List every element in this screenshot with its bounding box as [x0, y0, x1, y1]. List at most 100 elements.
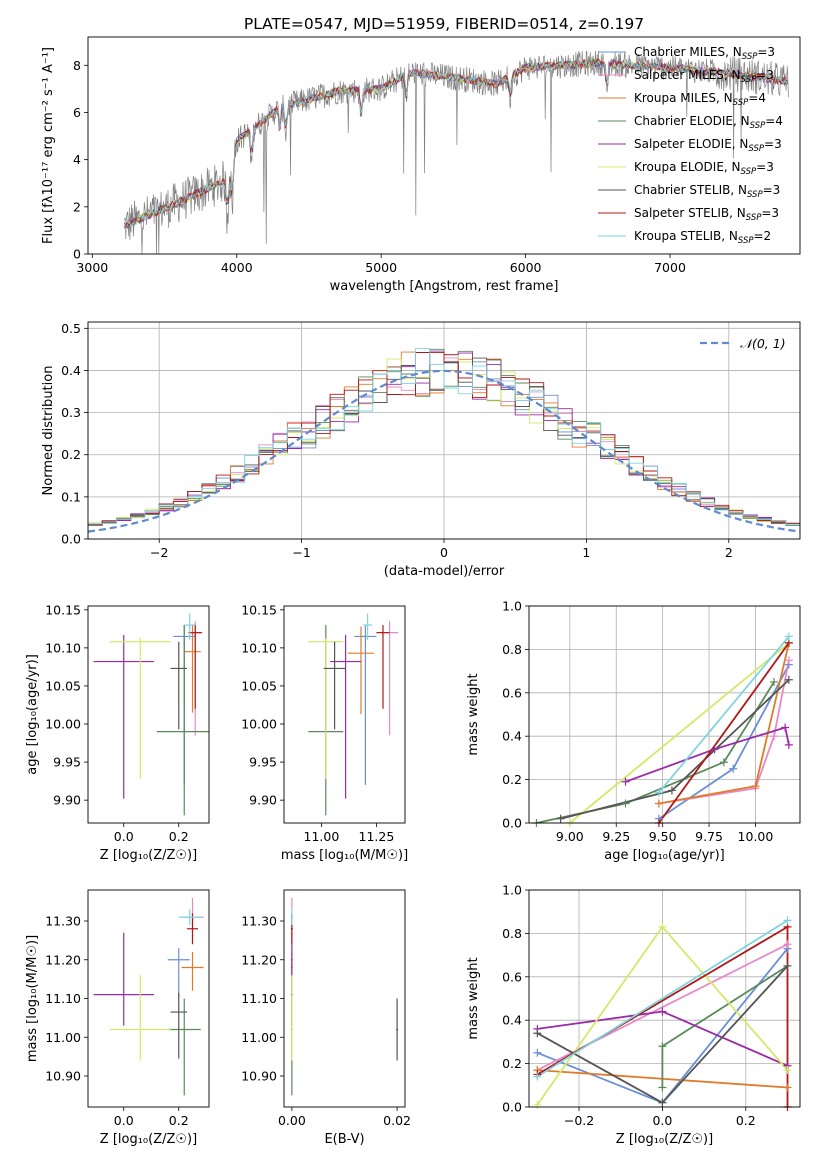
weight-marker-salpeter_elodie — [710, 745, 719, 754]
x-tick-label: 9.50 — [649, 829, 677, 844]
normal-curve — [88, 369, 800, 533]
legend-text: Chabrier MILES, N — [634, 45, 742, 59]
weight-marker-chabrier_elodie — [658, 1083, 667, 1092]
figure-title: PLATE=0547, MJD=51959, FIBERID=0514, z=0… — [244, 15, 644, 33]
y-tick-label: 0.8 — [502, 642, 522, 657]
weight-marker-kroupa_elodie — [658, 922, 667, 931]
residuals-panel: −2 −1 0 1 2 0.0 0.1 0.2 0.3 0.4 0.5 (data-model)/er… — [41, 321, 801, 579]
y-tick-label: 0.4 — [61, 363, 81, 378]
spectrum-plot-area — [123, 50, 789, 254]
legend-entry: Salpeter ELODIE, NSSP=3 — [634, 137, 782, 154]
legend-text: Kroupa ELODIE, N — [634, 160, 741, 174]
mass_vs_ebv-plot-area — [290, 897, 399, 1096]
y-tick-label: 1.0 — [502, 883, 522, 898]
weight-marker-chabrier_stelib — [667, 786, 676, 795]
x-tick-label: 9.00 — [556, 829, 584, 844]
legend-tail: =4 — [748, 91, 766, 105]
legend-entry: Chabrier STELIB, NSSP=3 — [634, 183, 780, 200]
x-tick-label: 11.00 — [304, 829, 340, 844]
axes-frame — [528, 889, 801, 1108]
x-axis-label: E(B-V) — [324, 1132, 364, 1147]
legend-subscript: SSP — [750, 121, 766, 131]
legend-subscript: SSP — [747, 190, 763, 200]
x-tick-label: 0 — [440, 545, 448, 560]
weight-marker-chabrier_stelib — [784, 675, 793, 684]
x-axis-label: Z [log₁₀(Z/Z☉)] — [616, 1132, 713, 1147]
weight-marker-chabrier_miles — [729, 764, 738, 773]
mass_vs_ebv-panel: 0.00 0.02 10.90 11.00 11.10 11.20 11.30 E(B-V) — [241, 889, 411, 1147]
spectrum-panel: 3000 4000 5000 6000 7000 0 2 4 6 8 wavelength [Ang… — [41, 36, 801, 294]
y-tick-label: 9.95 — [53, 755, 81, 770]
y-tick-label: 8 — [73, 58, 81, 73]
y-tick-label: 0.3 — [61, 405, 81, 420]
y-axis-label: age [log₁₀(age/yr)] — [25, 654, 40, 775]
weight-marker-kroupa_elodie — [783, 1066, 792, 1075]
weight-line-salpeter_miles — [658, 660, 790, 805]
y-tick-label: 11.00 — [241, 1030, 277, 1045]
y-tick-label: 0.0 — [502, 816, 522, 831]
axes-frame — [87, 605, 210, 824]
y-tick-label: 10.10 — [45, 640, 81, 655]
histogram-salpeter_stelib — [88, 351, 800, 539]
y-tick-label: 0.0 — [502, 1100, 522, 1115]
x-tick-label: 0.2 — [169, 1113, 189, 1128]
weight_vs_age-grid — [529, 605, 800, 824]
x-tick-label: 6000 — [510, 260, 542, 275]
legend-tail: =4 — [765, 114, 783, 128]
legend-subscript: SSP — [741, 167, 757, 177]
weight-marker-kroupa_miles — [783, 1083, 792, 1092]
y-tick-label: 11.20 — [45, 952, 81, 967]
legend-text: Chabrier STELIB, N — [634, 183, 747, 197]
legend-text: Salpeter ELODIE, N — [634, 137, 748, 151]
x-tick-label: 4000 — [221, 260, 253, 275]
y-tick-label: 0.8 — [502, 926, 522, 941]
model-spectrum-kroupa_stelib — [123, 59, 789, 228]
weight-marker-salpeter_elodie — [621, 777, 630, 786]
legend-tail: =3 — [761, 206, 779, 220]
x-tick-label: 0.0 — [114, 1113, 134, 1128]
legend-subscript: SSP — [746, 213, 762, 223]
axes-frame — [87, 321, 801, 540]
y-tick-label: 10.15 — [241, 602, 277, 617]
weight-marker-chabrier_miles — [533, 1048, 542, 1057]
y-tick-label: 0.0 — [61, 532, 81, 547]
weight-line-salpeter_elodie — [625, 726, 790, 783]
weight-line-kroupa_stelib — [658, 635, 790, 794]
y-axis-label: mass weight — [466, 673, 481, 755]
legend-subscript: SSP — [738, 236, 754, 246]
y-tick-label: 0.4 — [502, 729, 522, 744]
weight-marker-chabrier_stelib — [556, 814, 565, 823]
age_vs_mass-panel: 11.00 11.25 9.90 9.95 10.00 10.05 10.10 10.15 ma… — [241, 602, 408, 863]
y-tick-label: 1.0 — [502, 599, 522, 614]
legend-tail: =3 — [763, 183, 781, 197]
axes-frame — [283, 889, 406, 1108]
y-tick-label: 9.90 — [249, 793, 277, 808]
legend-text: Salpeter STELIB, N — [634, 206, 746, 220]
legend-tail: =3 — [756, 68, 774, 82]
legend-entry: Chabrier ELODIE, NSSP=4 — [634, 114, 783, 131]
y-tick-label: 6 — [73, 105, 81, 120]
legend-text: Salpeter MILES, N — [634, 68, 741, 82]
legend-tail: =2 — [754, 229, 772, 243]
y-tick-label: 11.20 — [241, 952, 277, 967]
weight-marker-chabrier_stelib — [783, 961, 792, 970]
weight-marker-chabrier_elodie — [770, 677, 779, 686]
y-axis-label: mass weight — [466, 957, 481, 1039]
mass_vs_Z-plot-area — [93, 897, 204, 1096]
x-tick-label: 0.2 — [169, 829, 189, 844]
y-tick-label: 0.2 — [502, 1056, 522, 1071]
y-tick-label: 11.10 — [241, 991, 277, 1006]
y-tick-label: 0.1 — [61, 489, 81, 504]
y-tick-label: 0 — [73, 247, 81, 262]
legend-entry: Kroupa STELIB, NSSP=2 — [634, 229, 771, 246]
x-tick-label: 3000 — [76, 260, 108, 275]
axes-frame — [283, 605, 406, 824]
legend-text: Kroupa STELIB, N — [634, 229, 738, 243]
age_vs_mass-plot-area — [308, 613, 399, 816]
legend-tail: =3 — [757, 45, 775, 59]
x-axis-label: wavelength [Angstrom, rest frame] — [330, 279, 559, 294]
weight-marker-chabrier_elodie — [719, 758, 728, 767]
age_vs_Z-plot-area — [93, 613, 209, 816]
legend-tail: =3 — [756, 160, 774, 174]
weight-line-chabrier_stelib — [560, 679, 790, 820]
